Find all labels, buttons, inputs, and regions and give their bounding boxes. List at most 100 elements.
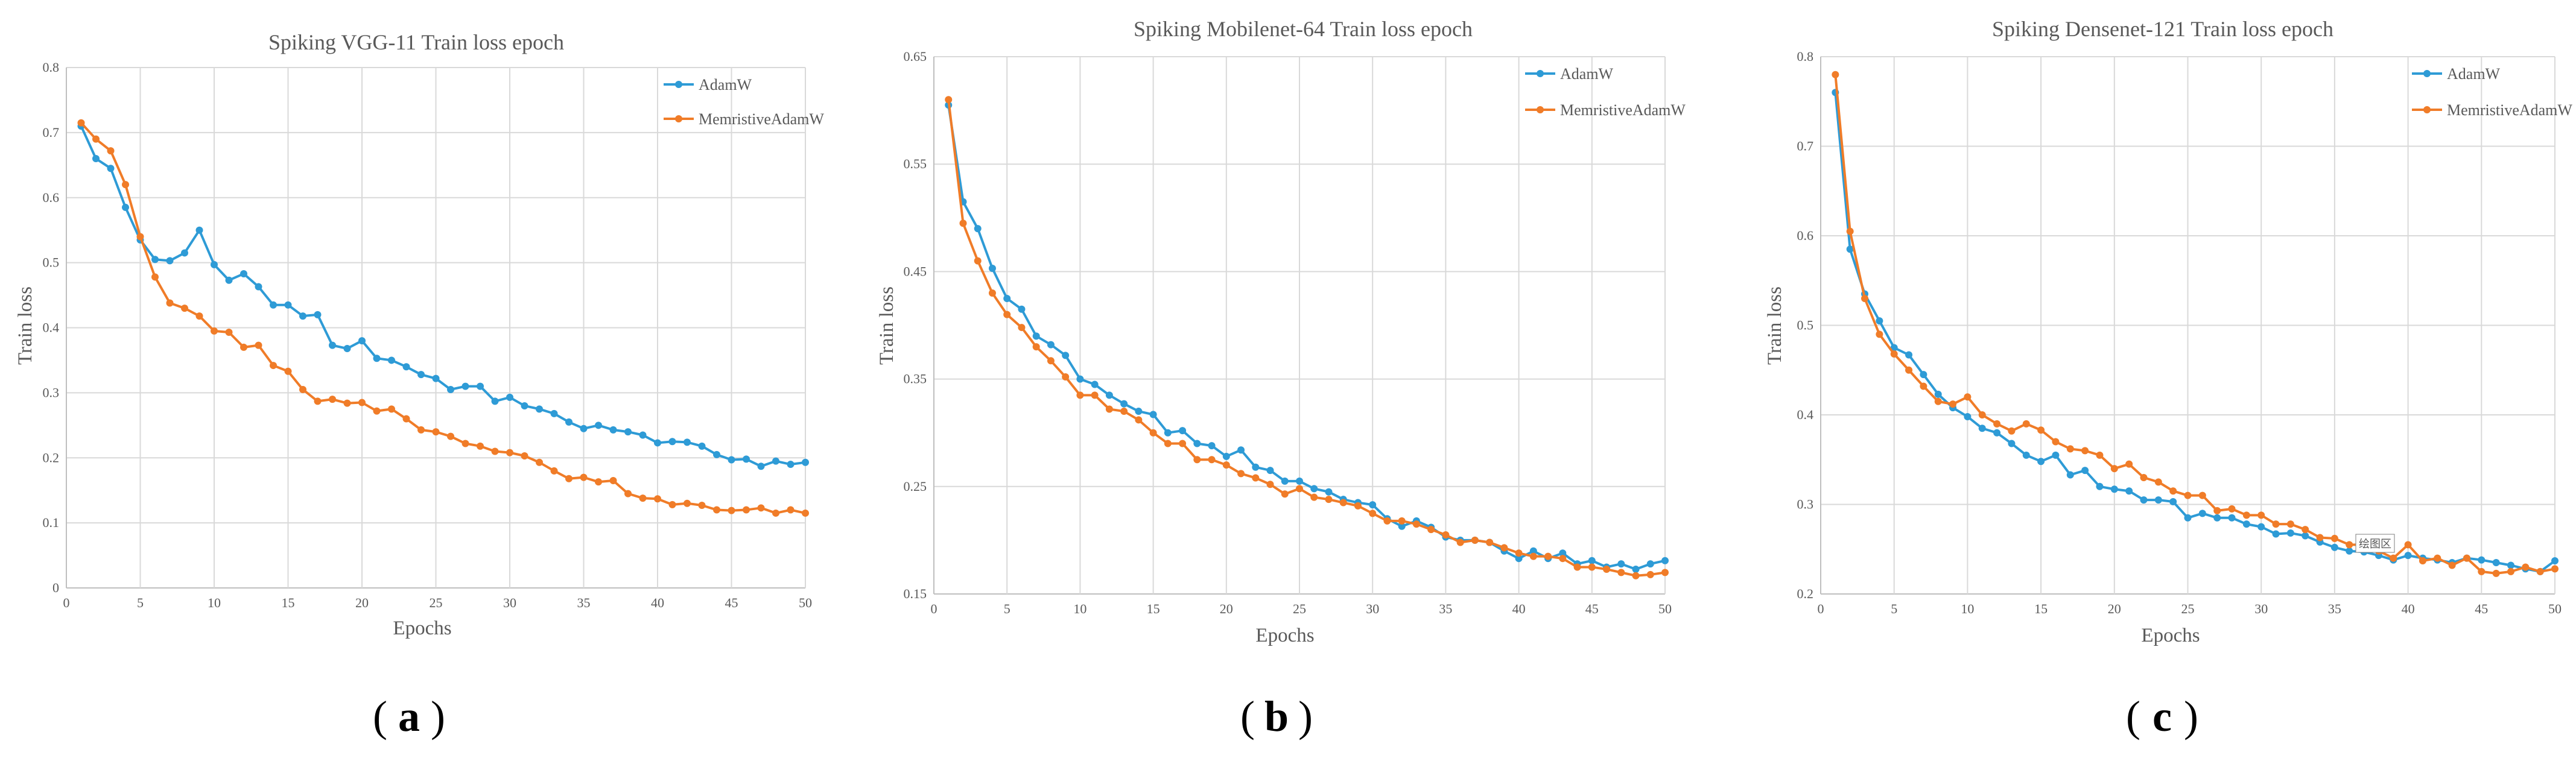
data-point-adamw <box>2184 514 2192 522</box>
data-point-memristive <box>1588 563 1596 571</box>
data-point-adamw <box>1135 408 1143 415</box>
x-tick-label: 5 <box>137 595 144 610</box>
y-axis-label: Train loss <box>14 286 36 365</box>
data-point-memristive <box>2316 534 2324 542</box>
data-point-adamw <box>2154 496 2162 504</box>
data-point-adamw <box>1978 425 1986 432</box>
data-point-memristive <box>684 499 691 507</box>
data-point-adamw <box>122 203 129 211</box>
data-point-adamw <box>1964 412 1972 420</box>
y-tick-label: 0.5 <box>43 255 60 270</box>
data-point-memristive <box>1949 400 1957 408</box>
data-point-memristive <box>2522 563 2530 571</box>
data-point-adamw <box>1032 332 1040 340</box>
x-tick-label: 35 <box>2328 601 2341 616</box>
data-point-adamw <box>211 261 218 268</box>
data-point-memristive <box>2022 420 2030 428</box>
data-point-memristive <box>1237 470 1245 478</box>
data-point-memristive <box>1861 294 1869 302</box>
data-point-adamw <box>462 382 469 390</box>
data-point-memristive <box>1456 538 1464 546</box>
caption-a: ( a ) <box>373 692 445 740</box>
x-tick-label: 20 <box>355 595 369 610</box>
data-point-memristive <box>1427 526 1435 534</box>
data-point-adamw <box>974 225 982 233</box>
data-point-memristive <box>358 399 366 406</box>
data-point-memristive <box>2110 465 2118 473</box>
data-point-adamw <box>1934 390 1942 398</box>
data-point-memristive <box>1890 350 1898 358</box>
x-tick-label: 25 <box>1293 601 1306 616</box>
data-point-memristive <box>2302 526 2309 534</box>
x-tick-label: 30 <box>2254 601 2268 616</box>
x-tick-label: 10 <box>1073 601 1087 616</box>
data-point-memristive <box>2242 511 2250 519</box>
data-point-adamw <box>299 312 306 320</box>
y-tick-label: 0.7 <box>1797 139 1814 154</box>
data-point-adamw <box>388 356 395 364</box>
x-tick-label: 40 <box>2402 601 2415 616</box>
data-point-memristive <box>284 367 292 375</box>
data-point-memristive <box>255 341 262 349</box>
data-point-memristive <box>1003 311 1011 318</box>
data-point-memristive <box>1062 373 1070 381</box>
data-point-adamw <box>1018 305 1026 313</box>
y-tick-label: 0.55 <box>904 156 927 171</box>
y-tick-label: 0.65 <box>904 49 927 64</box>
caption-letter: c <box>2152 692 2172 740</box>
legend-marker-adamw <box>1537 70 1544 77</box>
data-point-adamw <box>2037 458 2045 466</box>
x-tick-label: 10 <box>208 595 221 610</box>
data-point-memristive <box>1993 420 2001 428</box>
data-point-memristive <box>1398 517 1406 525</box>
data-point-memristive <box>565 475 573 482</box>
data-point-memristive <box>1193 456 1201 464</box>
data-point-memristive <box>225 329 233 336</box>
data-point-adamw <box>1062 352 1070 359</box>
data-point-adamw <box>743 455 750 463</box>
caption-letter: b <box>1264 692 1289 740</box>
legend-marker-adamw <box>675 81 682 88</box>
chart-panel-b: Spiking Mobilenet-64 Train loss epoch Ep… <box>876 17 1686 646</box>
data-point-adamw <box>1047 341 1055 349</box>
data-point-memristive <box>1369 510 1377 517</box>
data-point-adamw <box>772 457 779 465</box>
data-point-memristive <box>1471 536 1479 544</box>
data-point-adamw <box>2140 496 2148 504</box>
legend-label-memristive: MemristiveAdamW <box>2447 101 2572 119</box>
data-point-memristive <box>787 506 795 514</box>
data-point-adamw <box>728 456 735 464</box>
data-point-memristive <box>329 396 336 403</box>
data-point-memristive <box>195 312 203 320</box>
data-point-memristive <box>757 504 765 512</box>
data-point-adamw <box>1632 566 1640 573</box>
x-tick-label: 35 <box>577 595 591 610</box>
data-point-memristive <box>1529 552 1537 560</box>
data-point-memristive <box>373 407 381 415</box>
data-point-adamw <box>2302 532 2309 540</box>
data-point-adamw <box>2551 557 2559 565</box>
data-point-memristive <box>1032 343 1040 351</box>
legend-marker-adamw <box>2423 70 2431 77</box>
data-point-memristive <box>343 399 351 407</box>
data-point-adamw <box>358 337 366 345</box>
plot-area-tooltip: 绘图区 <box>2355 534 2395 553</box>
data-point-adamw <box>2213 514 2221 522</box>
data-point-adamw <box>2169 498 2177 506</box>
caption-letter: a <box>398 692 420 740</box>
data-point-adamw <box>580 425 588 432</box>
y-tick-label: 0.4 <box>1797 407 1814 422</box>
data-point-memristive <box>1646 570 1654 578</box>
data-point-adamw <box>270 301 277 309</box>
data-point-memristive <box>2198 491 2206 499</box>
data-point-memristive <box>959 219 967 227</box>
legend: AdamW MemristiveAdamW <box>664 76 824 128</box>
data-point-memristive <box>2257 511 2265 519</box>
y-tick-label: 0.4 <box>43 320 60 335</box>
data-point-memristive <box>2154 478 2162 486</box>
data-point-adamw <box>2286 529 2294 537</box>
data-point-memristive <box>1383 517 1391 525</box>
data-point-adamw <box>1105 391 1113 399</box>
data-point-adamw <box>2507 561 2514 569</box>
y-tick-label: 0.2 <box>43 450 60 465</box>
